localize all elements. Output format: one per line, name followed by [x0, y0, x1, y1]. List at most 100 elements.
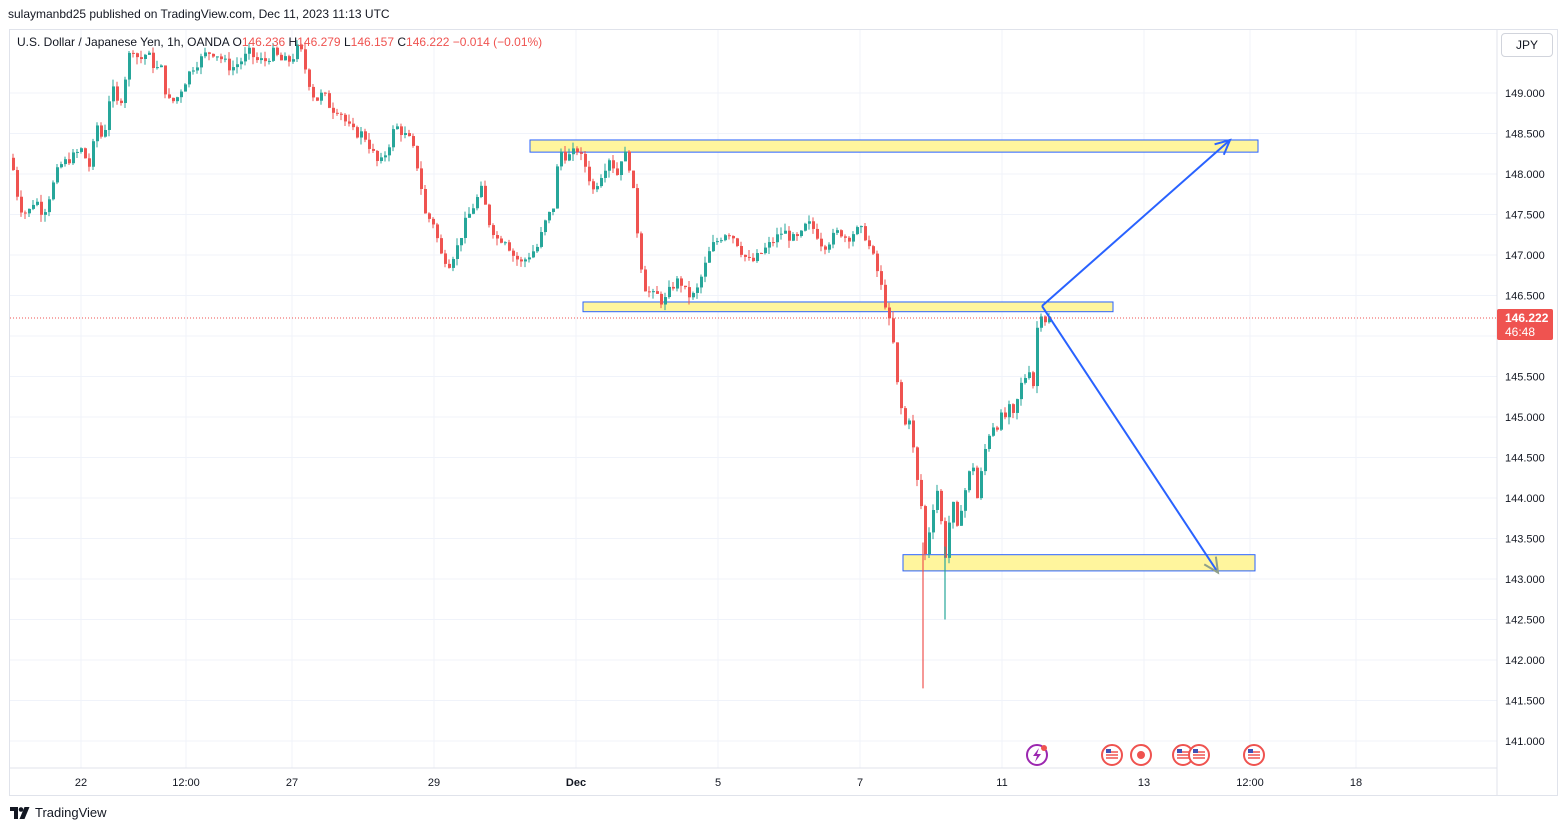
candle-body [124, 79, 127, 104]
candle-body [340, 113, 343, 115]
candle-body [648, 291, 651, 293]
candle-body [848, 237, 851, 242]
candle-body [320, 92, 323, 101]
candle-body [180, 91, 183, 98]
down-candle [916, 446, 919, 487]
up-candle [596, 182, 599, 193]
up-candle [296, 40, 299, 63]
down-candle [516, 252, 519, 266]
down-candle [332, 102, 335, 120]
arrowhead-icon [1214, 138, 1232, 156]
down-candle [760, 252, 763, 255]
candle-body [592, 181, 595, 190]
down-candle [616, 162, 619, 176]
candle-body [704, 262, 707, 277]
candle-body [888, 307, 891, 319]
up-candle [224, 54, 227, 63]
down-candle [172, 97, 175, 104]
down-candle [376, 149, 379, 167]
price-axis[interactable]: 149.000 148.500 148.000 147.500 147.000 146.5… [1496, 30, 1545, 795]
time-tick-label: 13 [1138, 777, 1150, 789]
candle-body [112, 86, 115, 102]
up-candle [1020, 377, 1023, 406]
candle-body [916, 447, 919, 480]
time-tick-label: 12:00 [1236, 777, 1264, 789]
price-zone-rectangle[interactable] [529, 139, 1259, 153]
candle-body [456, 245, 459, 260]
candle-body [236, 64, 239, 68]
currency-button[interactable]: JPY [1501, 33, 1553, 57]
candle-body [904, 408, 907, 425]
candle-body [400, 126, 403, 135]
up-candle [768, 236, 771, 254]
candle-body [1012, 404, 1015, 413]
candle-body [288, 56, 291, 62]
candle-body [220, 56, 223, 60]
down-candle [432, 217, 435, 229]
price-tick-label: 146.500 [1505, 291, 1545, 303]
up-candle [984, 444, 987, 476]
candle-body [328, 93, 331, 108]
up-candle [1028, 365, 1031, 380]
down-candle [648, 286, 651, 298]
down-candle [140, 50, 143, 64]
up-candle [696, 283, 699, 299]
down-candle [40, 194, 43, 222]
candle-body [184, 84, 187, 92]
down-candle [732, 235, 735, 244]
open-label: O [232, 35, 242, 49]
chart-frame [9, 29, 1558, 796]
up-projection-line[interactable] [1041, 139, 1231, 307]
economic-events-row[interactable] [1026, 744, 1265, 766]
candle-body [560, 151, 563, 167]
time-tick-label: 5 [715, 777, 721, 789]
us-flag-event-icon[interactable] [1188, 744, 1210, 766]
down-candle [612, 154, 615, 174]
down-candle [412, 133, 415, 148]
candle-body [628, 151, 631, 171]
ohlc-legend: U.S. Dollar / Japanese Yen, 1h, OANDA O1… [17, 35, 542, 49]
down-candle [744, 254, 747, 262]
up-candle [968, 470, 971, 493]
price-zone-rectangle[interactable] [582, 301, 1114, 313]
down-projection-line[interactable] [1041, 305, 1219, 574]
lightning-event-icon[interactable] [1026, 744, 1048, 766]
candle-body [644, 269, 647, 292]
bar-countdown: 46:48 [1505, 325, 1535, 339]
up-candle [552, 208, 555, 216]
candle-body [520, 259, 523, 262]
candle-body [368, 139, 371, 149]
up-candle [52, 180, 55, 201]
candle-body [956, 501, 959, 526]
event-dot-icon[interactable] [1130, 744, 1152, 766]
price-tick-label: 147.500 [1505, 210, 1545, 222]
candle-body [1020, 382, 1023, 400]
price-zone-rectangle[interactable] [902, 554, 1256, 572]
tradingview-brand[interactable]: TradingView [10, 805, 107, 820]
up-candle [56, 164, 59, 185]
candle-body [900, 382, 903, 409]
down-candle [440, 234, 443, 255]
up-candle [960, 505, 963, 526]
candle-body [832, 232, 835, 245]
up-candle [72, 149, 75, 165]
candle-body [392, 129, 395, 148]
candle-body [172, 97, 175, 102]
down-candle [580, 147, 583, 161]
support-resistance-zones[interactable] [529, 139, 1259, 572]
down-candle [212, 53, 215, 58]
symbol-title[interactable]: U.S. Dollar / Japanese Yen, 1h, OANDA [17, 35, 230, 49]
up-candle [200, 53, 203, 75]
candle-body [752, 257, 755, 262]
projection-arrows[interactable] [1041, 138, 1232, 575]
time-axis[interactable]: 22 12:00 27 29 Dec 5 7 11 13 12:00 18 [10, 767, 1497, 789]
candle-body [232, 67, 235, 71]
down-candle [840, 229, 843, 238]
up-candle [320, 89, 323, 105]
up-candle [192, 66, 195, 75]
up-candle [472, 203, 475, 215]
us-flag-event-icon[interactable] [1243, 744, 1265, 766]
candle-body [748, 256, 751, 258]
us-flag-event-icon[interactable] [1101, 744, 1123, 766]
